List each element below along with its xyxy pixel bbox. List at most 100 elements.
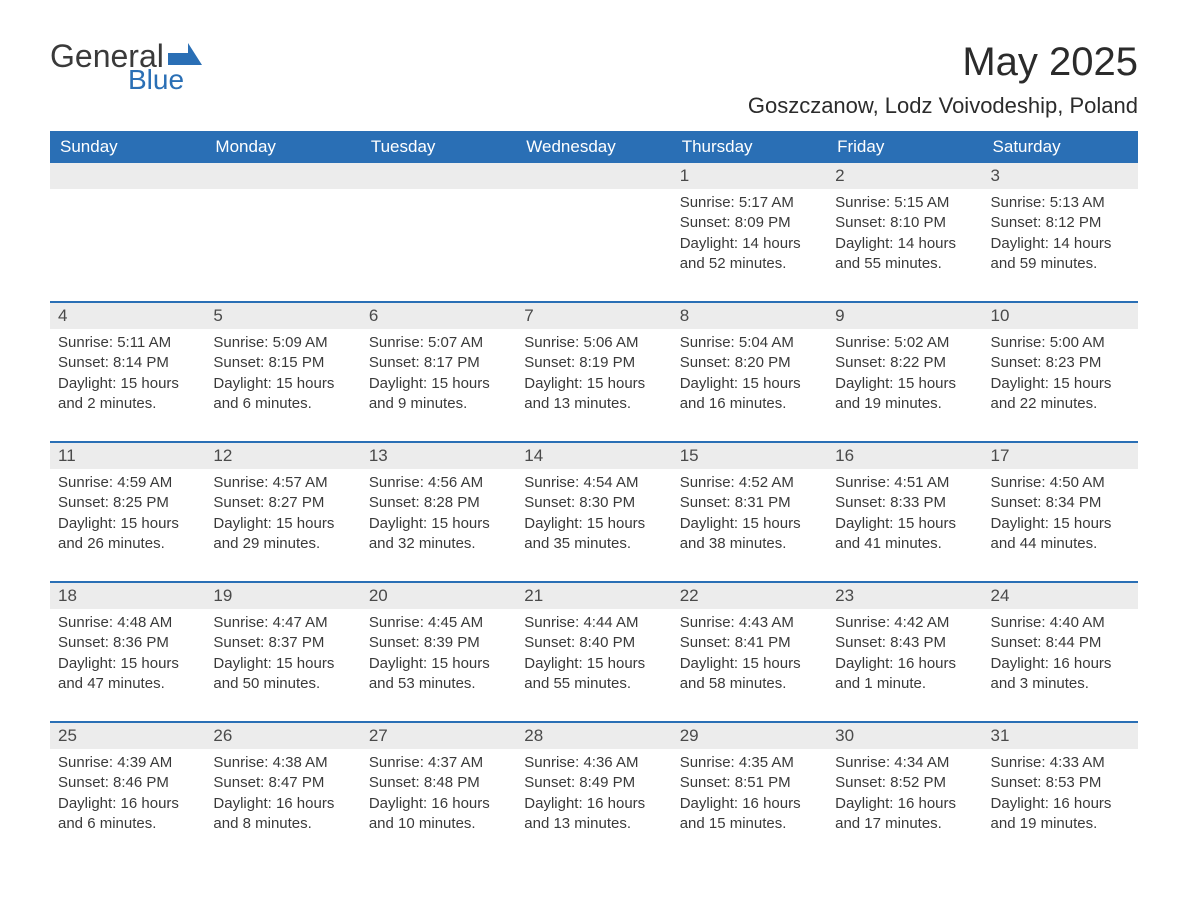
sunrise-text: Sunrise: 4:42 AM — [835, 613, 974, 633]
sunrise-text: Sunrise: 4:35 AM — [680, 753, 819, 773]
day-cell: 16Sunrise: 4:51 AMSunset: 8:33 PMDayligh… — [827, 443, 982, 565]
day-body: Sunrise: 5:04 AMSunset: 8:20 PMDaylight:… — [672, 329, 827, 422]
daylight-text: Daylight: 14 hours and 55 minutes. — [835, 234, 974, 275]
day-number: 14 — [516, 443, 671, 469]
daylight-text: Daylight: 15 hours and 29 minutes. — [213, 514, 352, 555]
sunset-text: Sunset: 8:10 PM — [835, 213, 974, 233]
sunset-text: Sunset: 8:20 PM — [680, 353, 819, 373]
day-number: 5 — [205, 303, 360, 329]
day-body: Sunrise: 4:44 AMSunset: 8:40 PMDaylight:… — [516, 609, 671, 702]
header: General Blue May 2025 Goszczanow, Lodz V… — [50, 40, 1138, 119]
day-body: Sunrise: 5:02 AMSunset: 8:22 PMDaylight:… — [827, 329, 982, 422]
day-body: Sunrise: 4:47 AMSunset: 8:37 PMDaylight:… — [205, 609, 360, 702]
sunrise-text: Sunrise: 4:43 AM — [680, 613, 819, 633]
sunset-text: Sunset: 8:39 PM — [369, 633, 508, 653]
daylight-text: Daylight: 15 hours and 19 minutes. — [835, 374, 974, 415]
sunset-text: Sunset: 8:27 PM — [213, 493, 352, 513]
day-number: 10 — [983, 303, 1138, 329]
daylight-text: Daylight: 15 hours and 55 minutes. — [524, 654, 663, 695]
day-cell: 26Sunrise: 4:38 AMSunset: 8:47 PMDayligh… — [205, 723, 360, 845]
day-body: Sunrise: 4:38 AMSunset: 8:47 PMDaylight:… — [205, 749, 360, 842]
day-body: Sunrise: 4:35 AMSunset: 8:51 PMDaylight:… — [672, 749, 827, 842]
sunset-text: Sunset: 8:15 PM — [213, 353, 352, 373]
day-cell: 8Sunrise: 5:04 AMSunset: 8:20 PMDaylight… — [672, 303, 827, 425]
day-cell: 7Sunrise: 5:06 AMSunset: 8:19 PMDaylight… — [516, 303, 671, 425]
day-cell: 18Sunrise: 4:48 AMSunset: 8:36 PMDayligh… — [50, 583, 205, 705]
sunset-text: Sunset: 8:49 PM — [524, 773, 663, 793]
daylight-text: Daylight: 16 hours and 19 minutes. — [991, 794, 1130, 835]
day-cell: 17Sunrise: 4:50 AMSunset: 8:34 PMDayligh… — [983, 443, 1138, 565]
daylight-text: Daylight: 16 hours and 10 minutes. — [369, 794, 508, 835]
sunset-text: Sunset: 8:25 PM — [58, 493, 197, 513]
day-number: 24 — [983, 583, 1138, 609]
day-body: Sunrise: 4:48 AMSunset: 8:36 PMDaylight:… — [50, 609, 205, 702]
day-cell: 15Sunrise: 4:52 AMSunset: 8:31 PMDayligh… — [672, 443, 827, 565]
weekday-header-cell: Thursday — [672, 131, 827, 163]
day-body: Sunrise: 5:00 AMSunset: 8:23 PMDaylight:… — [983, 329, 1138, 422]
daylight-text: Daylight: 15 hours and 41 minutes. — [835, 514, 974, 555]
day-cell: 2Sunrise: 5:15 AMSunset: 8:10 PMDaylight… — [827, 163, 982, 285]
week-row: 18Sunrise: 4:48 AMSunset: 8:36 PMDayligh… — [50, 581, 1138, 705]
day-cell: 9Sunrise: 5:02 AMSunset: 8:22 PMDaylight… — [827, 303, 982, 425]
sunset-text: Sunset: 8:52 PM — [835, 773, 974, 793]
day-cell: 24Sunrise: 4:40 AMSunset: 8:44 PMDayligh… — [983, 583, 1138, 705]
day-number: 7 — [516, 303, 671, 329]
sunset-text: Sunset: 8:53 PM — [991, 773, 1130, 793]
sunset-text: Sunset: 8:34 PM — [991, 493, 1130, 513]
day-body: Sunrise: 4:33 AMSunset: 8:53 PMDaylight:… — [983, 749, 1138, 842]
day-body: Sunrise: 5:17 AMSunset: 8:09 PMDaylight:… — [672, 189, 827, 282]
calendar: SundayMondayTuesdayWednesdayThursdayFrid… — [50, 131, 1138, 845]
daylight-text: Daylight: 15 hours and 6 minutes. — [213, 374, 352, 415]
sunset-text: Sunset: 8:14 PM — [58, 353, 197, 373]
sunrise-text: Sunrise: 5:04 AM — [680, 333, 819, 353]
sunset-text: Sunset: 8:22 PM — [835, 353, 974, 373]
sunrise-text: Sunrise: 4:52 AM — [680, 473, 819, 493]
day-number: 20 — [361, 583, 516, 609]
sunrise-text: Sunrise: 4:51 AM — [835, 473, 974, 493]
day-number — [516, 163, 671, 189]
day-body: Sunrise: 4:45 AMSunset: 8:39 PMDaylight:… — [361, 609, 516, 702]
daylight-text: Daylight: 15 hours and 22 minutes. — [991, 374, 1130, 415]
day-cell: 27Sunrise: 4:37 AMSunset: 8:48 PMDayligh… — [361, 723, 516, 845]
day-cell — [516, 163, 671, 285]
sunrise-text: Sunrise: 4:34 AM — [835, 753, 974, 773]
sunrise-text: Sunrise: 4:38 AM — [213, 753, 352, 773]
day-number — [361, 163, 516, 189]
weekday-header-row: SundayMondayTuesdayWednesdayThursdayFrid… — [50, 131, 1138, 163]
day-body: Sunrise: 4:36 AMSunset: 8:49 PMDaylight:… — [516, 749, 671, 842]
day-body: Sunrise: 4:59 AMSunset: 8:25 PMDaylight:… — [50, 469, 205, 562]
daylight-text: Daylight: 15 hours and 26 minutes. — [58, 514, 197, 555]
sunrise-text: Sunrise: 4:47 AM — [213, 613, 352, 633]
day-cell: 19Sunrise: 4:47 AMSunset: 8:37 PMDayligh… — [205, 583, 360, 705]
sunset-text: Sunset: 8:40 PM — [524, 633, 663, 653]
day-cell: 23Sunrise: 4:42 AMSunset: 8:43 PMDayligh… — [827, 583, 982, 705]
sunrise-text: Sunrise: 4:48 AM — [58, 613, 197, 633]
day-number: 11 — [50, 443, 205, 469]
day-cell — [205, 163, 360, 285]
week-row: 25Sunrise: 4:39 AMSunset: 8:46 PMDayligh… — [50, 721, 1138, 845]
sunset-text: Sunset: 8:51 PM — [680, 773, 819, 793]
day-number: 17 — [983, 443, 1138, 469]
day-cell: 11Sunrise: 4:59 AMSunset: 8:25 PMDayligh… — [50, 443, 205, 565]
daylight-text: Daylight: 16 hours and 15 minutes. — [680, 794, 819, 835]
sunset-text: Sunset: 8:46 PM — [58, 773, 197, 793]
sunset-text: Sunset: 8:36 PM — [58, 633, 197, 653]
logo-text-blue: Blue — [128, 66, 184, 94]
sunset-text: Sunset: 8:19 PM — [524, 353, 663, 373]
weekday-header-cell: Sunday — [50, 131, 205, 163]
weekday-header-cell: Saturday — [983, 131, 1138, 163]
sunset-text: Sunset: 8:43 PM — [835, 633, 974, 653]
day-body: Sunrise: 5:11 AMSunset: 8:14 PMDaylight:… — [50, 329, 205, 422]
day-cell: 5Sunrise: 5:09 AMSunset: 8:15 PMDaylight… — [205, 303, 360, 425]
day-number: 26 — [205, 723, 360, 749]
sunset-text: Sunset: 8:31 PM — [680, 493, 819, 513]
sunset-text: Sunset: 8:41 PM — [680, 633, 819, 653]
day-cell: 4Sunrise: 5:11 AMSunset: 8:14 PMDaylight… — [50, 303, 205, 425]
sunset-text: Sunset: 8:09 PM — [680, 213, 819, 233]
day-body: Sunrise: 4:51 AMSunset: 8:33 PMDaylight:… — [827, 469, 982, 562]
day-body: Sunrise: 5:06 AMSunset: 8:19 PMDaylight:… — [516, 329, 671, 422]
day-number: 16 — [827, 443, 982, 469]
day-body: Sunrise: 5:13 AMSunset: 8:12 PMDaylight:… — [983, 189, 1138, 282]
day-body: Sunrise: 4:37 AMSunset: 8:48 PMDaylight:… — [361, 749, 516, 842]
sunrise-text: Sunrise: 4:39 AM — [58, 753, 197, 773]
